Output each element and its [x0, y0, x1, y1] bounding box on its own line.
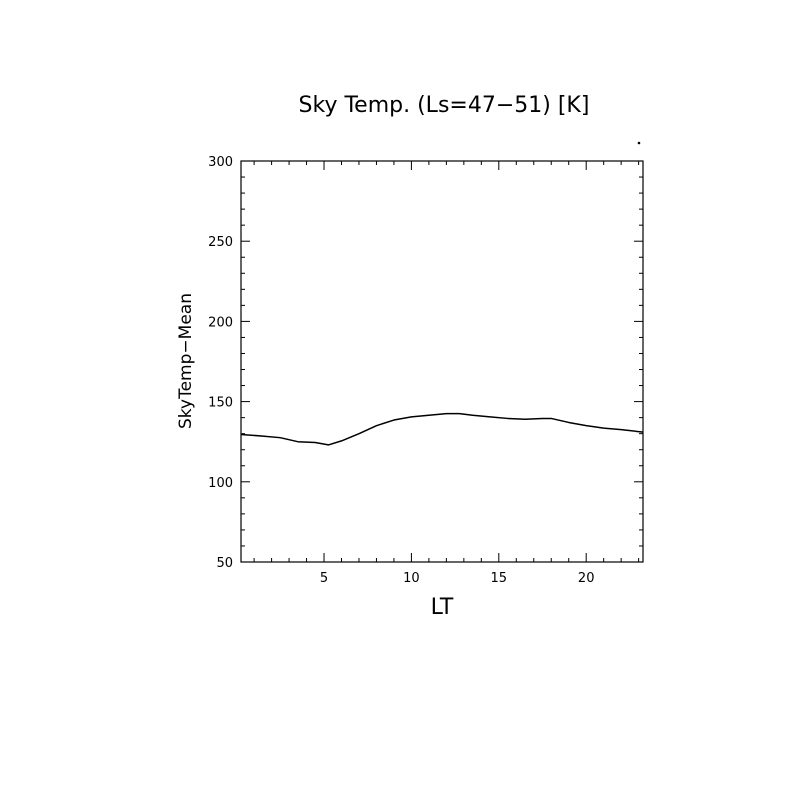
y-tick-label: 250 — [208, 235, 233, 250]
x-tick-label: 15 — [491, 571, 508, 586]
chart-title: Sky Temp. (Ls=47−51) [K] — [299, 93, 590, 118]
plot-border — [240, 160, 644, 563]
x-axis-label: LT — [431, 595, 454, 620]
y-tick-label: 100 — [208, 476, 233, 491]
y-tick-label: 200 — [208, 315, 233, 330]
y-axis-label: SkyTemp−Mean — [176, 293, 196, 429]
x-tick-label: 20 — [578, 571, 595, 586]
plot-frame — [240, 160, 644, 563]
corner-dot — [637, 141, 641, 145]
y-axis: 50 100 150 200 250 300 — [208, 155, 643, 571]
x-tick-label: 5 — [320, 571, 328, 586]
x-tick-label: 10 — [403, 571, 420, 586]
series-group — [240, 412, 644, 446]
y-tick-label: 50 — [216, 556, 233, 571]
x-axis: 5 10 15 20 — [253, 161, 640, 586]
series-line — [240, 412, 644, 446]
y-tick-label: 300 — [208, 155, 233, 170]
y-tick-label: 150 — [208, 396, 233, 411]
